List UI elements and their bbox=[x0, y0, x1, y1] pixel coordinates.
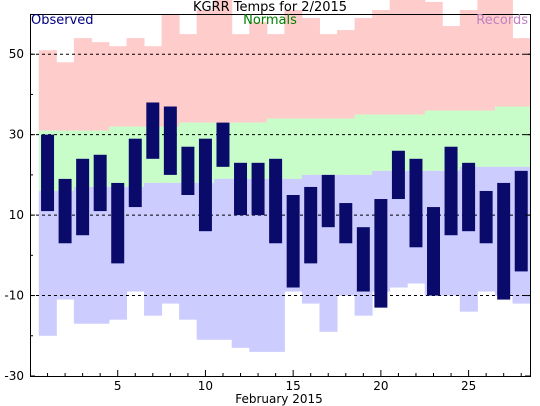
observed-bar bbox=[321, 174, 335, 228]
y-tick-label: 30 bbox=[9, 128, 24, 142]
record-high-bar bbox=[108, 46, 127, 127]
record-high-bar bbox=[389, 0, 408, 115]
record-high-bar bbox=[407, 0, 426, 115]
record-high-bar bbox=[354, 18, 373, 115]
observed-bar bbox=[41, 134, 55, 212]
legend-observed: Observed bbox=[31, 13, 94, 28]
normal-range-bar bbox=[407, 114, 426, 171]
record-low-bar bbox=[389, 170, 408, 288]
observed-bar bbox=[356, 227, 370, 292]
record-low-bar bbox=[179, 182, 198, 320]
observed-bar bbox=[76, 158, 90, 236]
y-tick-label: 50 bbox=[9, 47, 24, 61]
observed-bar bbox=[462, 162, 476, 232]
normal-range-bar bbox=[354, 114, 373, 175]
record-low-bar bbox=[126, 186, 145, 292]
record-high-bar bbox=[73, 38, 92, 131]
record-high-bar bbox=[249, 22, 268, 123]
normal-range-bar bbox=[56, 130, 75, 191]
normal-range-bar bbox=[459, 110, 478, 167]
normal-range-bar bbox=[477, 110, 496, 167]
observed-bar bbox=[251, 162, 265, 216]
record-low-bar bbox=[231, 178, 250, 348]
observed-bar bbox=[111, 182, 125, 264]
record-high-bar bbox=[372, 9, 391, 115]
observed-bar bbox=[286, 195, 300, 288]
record-high-bar bbox=[266, 34, 285, 119]
record-high-bar bbox=[161, 14, 180, 127]
record-high-bar bbox=[179, 34, 198, 123]
record-high-bar bbox=[319, 34, 338, 119]
x-tick-label: 5 bbox=[114, 379, 122, 393]
normal-range-bar bbox=[108, 126, 127, 187]
record-high-bar bbox=[301, 18, 320, 119]
observed-bar bbox=[391, 150, 405, 200]
observed-bar bbox=[427, 207, 440, 296]
observed-bar bbox=[497, 182, 511, 300]
record-high-bar bbox=[477, 0, 496, 111]
record-high-bar bbox=[424, 1, 443, 111]
normal-range-bar bbox=[512, 106, 531, 167]
observed-bar bbox=[409, 158, 423, 248]
observed-bar bbox=[163, 106, 177, 175]
observed-bar bbox=[58, 178, 72, 244]
record-high-bar bbox=[231, 34, 250, 123]
record-high-bar bbox=[512, 38, 531, 107]
record-low-bar bbox=[38, 190, 57, 336]
observed-bar bbox=[479, 190, 493, 244]
record-low-bar bbox=[161, 182, 180, 304]
record-low-bar bbox=[214, 178, 233, 340]
record-high-bar bbox=[459, 9, 478, 111]
x-tick-label: 20 bbox=[373, 379, 388, 393]
y-tick-label: -30 bbox=[4, 369, 24, 383]
plot-frame bbox=[30, 14, 531, 377]
legend-normals: Normals bbox=[243, 13, 297, 28]
observed-bar bbox=[93, 154, 107, 212]
observed-bar bbox=[128, 138, 142, 208]
observed-bar bbox=[374, 199, 388, 308]
x-tick-label: 15 bbox=[286, 379, 301, 393]
record-high-bar bbox=[91, 42, 110, 131]
record-low-bar bbox=[144, 182, 163, 316]
observed-bars bbox=[41, 102, 528, 308]
normal-range-bar bbox=[372, 114, 391, 171]
legend-records: Records bbox=[476, 13, 528, 28]
x-tick-label: 10 bbox=[198, 379, 213, 393]
record-high-bar bbox=[494, 0, 513, 107]
normal-range-bar bbox=[337, 118, 356, 175]
observed-bar bbox=[514, 170, 528, 272]
observed-bar bbox=[339, 203, 353, 244]
record-high-bar bbox=[126, 38, 145, 127]
chart-title: KGRR Temps for 2/2015 bbox=[193, 0, 347, 15]
y-tick-label: 10 bbox=[9, 208, 24, 222]
y-tick-label: -10 bbox=[4, 289, 24, 303]
observed-bar bbox=[146, 102, 160, 159]
record-low-bar bbox=[249, 178, 268, 352]
normal-range-bar bbox=[284, 118, 303, 179]
observed-bar bbox=[181, 146, 195, 195]
record-high-bar bbox=[38, 50, 57, 131]
axes: 50 30 10 -10 -30 5 10 15 20 25 bbox=[4, 47, 530, 393]
record-high-bar bbox=[337, 30, 356, 119]
x-tick-label: 25 bbox=[461, 379, 476, 393]
observed-bar bbox=[216, 122, 230, 167]
record-high-bar bbox=[196, 9, 215, 123]
observed-bar bbox=[198, 138, 212, 232]
normal-range-bar bbox=[301, 118, 320, 175]
record-high-bar bbox=[56, 62, 75, 131]
record-low-bar bbox=[91, 186, 110, 324]
x-axis-label: February 2015 bbox=[235, 392, 323, 406]
record-high-bar bbox=[214, 0, 233, 123]
record-high-bar bbox=[284, 9, 303, 119]
normal-range-bar bbox=[424, 110, 443, 171]
normal-range-bar bbox=[494, 106, 513, 167]
record-high-bar bbox=[442, 26, 461, 111]
observed-bar bbox=[234, 162, 248, 216]
observed-bar bbox=[304, 186, 318, 264]
observed-bar bbox=[269, 158, 283, 244]
normal-range-bar bbox=[319, 118, 338, 175]
observed-bar bbox=[444, 146, 458, 236]
